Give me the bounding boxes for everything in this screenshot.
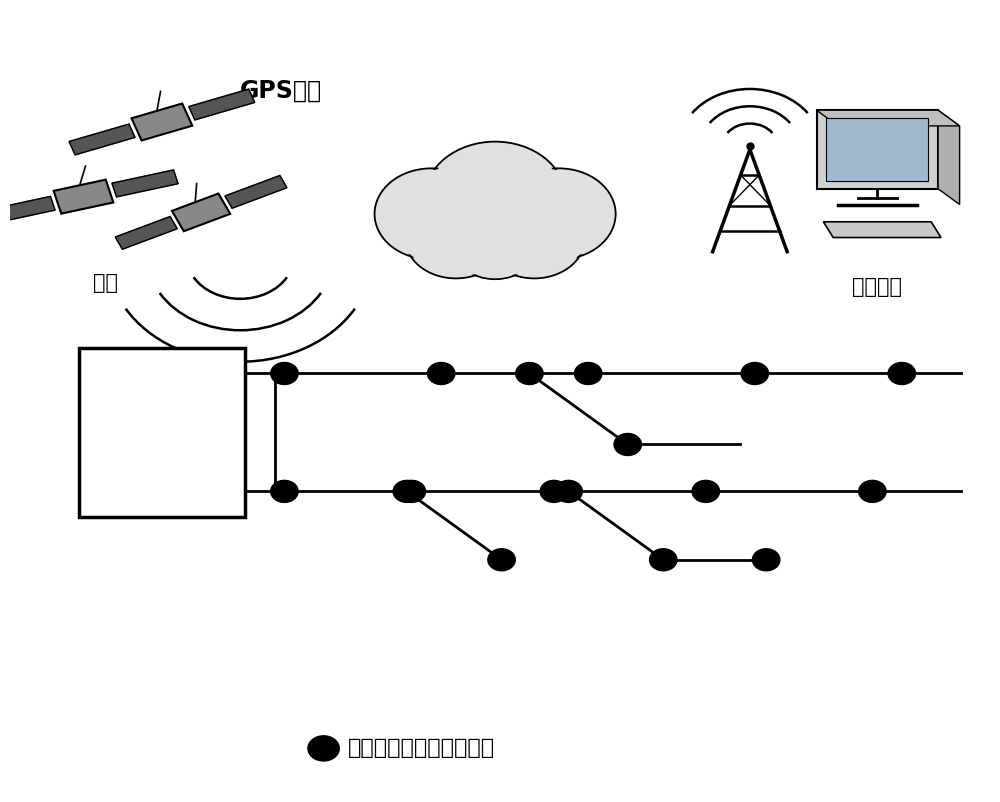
Circle shape	[692, 480, 720, 502]
Text: 授时: 授时	[93, 273, 118, 293]
Text: GPS卫星: GPS卫星	[240, 79, 322, 103]
Text: 变电站: 变电站	[142, 423, 182, 443]
Circle shape	[502, 168, 616, 260]
Polygon shape	[823, 222, 941, 237]
Polygon shape	[225, 176, 287, 209]
Circle shape	[540, 480, 568, 502]
Circle shape	[375, 168, 488, 260]
Polygon shape	[826, 118, 928, 181]
Circle shape	[614, 434, 641, 456]
Polygon shape	[172, 193, 230, 231]
Circle shape	[377, 171, 485, 257]
Polygon shape	[817, 110, 960, 126]
Circle shape	[859, 480, 886, 502]
Circle shape	[483, 196, 585, 278]
Circle shape	[428, 144, 562, 252]
Circle shape	[752, 549, 780, 571]
Text: 监控主站: 监控主站	[852, 277, 902, 297]
Circle shape	[407, 199, 504, 277]
Circle shape	[308, 735, 339, 761]
Circle shape	[488, 549, 515, 571]
Circle shape	[486, 199, 583, 277]
Polygon shape	[817, 110, 938, 188]
Circle shape	[574, 363, 602, 384]
Circle shape	[453, 210, 537, 277]
Circle shape	[425, 142, 566, 255]
Text: 装有故障定位装置的节点: 装有故障定位装置的节点	[348, 739, 495, 759]
Circle shape	[398, 480, 426, 502]
Polygon shape	[115, 217, 177, 249]
Circle shape	[516, 363, 543, 384]
Polygon shape	[132, 103, 192, 140]
Circle shape	[451, 209, 539, 279]
Circle shape	[505, 171, 613, 257]
Circle shape	[271, 480, 298, 502]
Polygon shape	[69, 124, 135, 155]
Polygon shape	[189, 89, 255, 119]
Circle shape	[741, 363, 769, 384]
Circle shape	[555, 480, 582, 502]
FancyBboxPatch shape	[79, 348, 245, 517]
Polygon shape	[938, 110, 960, 205]
Circle shape	[427, 363, 455, 384]
Circle shape	[393, 480, 421, 502]
Circle shape	[271, 363, 298, 384]
Text: GPRS
移动通信网: GPRS 移动通信网	[465, 198, 525, 242]
Circle shape	[650, 549, 677, 571]
Polygon shape	[0, 196, 55, 223]
Polygon shape	[54, 180, 113, 213]
Polygon shape	[112, 170, 178, 196]
Circle shape	[405, 196, 507, 278]
Circle shape	[888, 363, 916, 384]
